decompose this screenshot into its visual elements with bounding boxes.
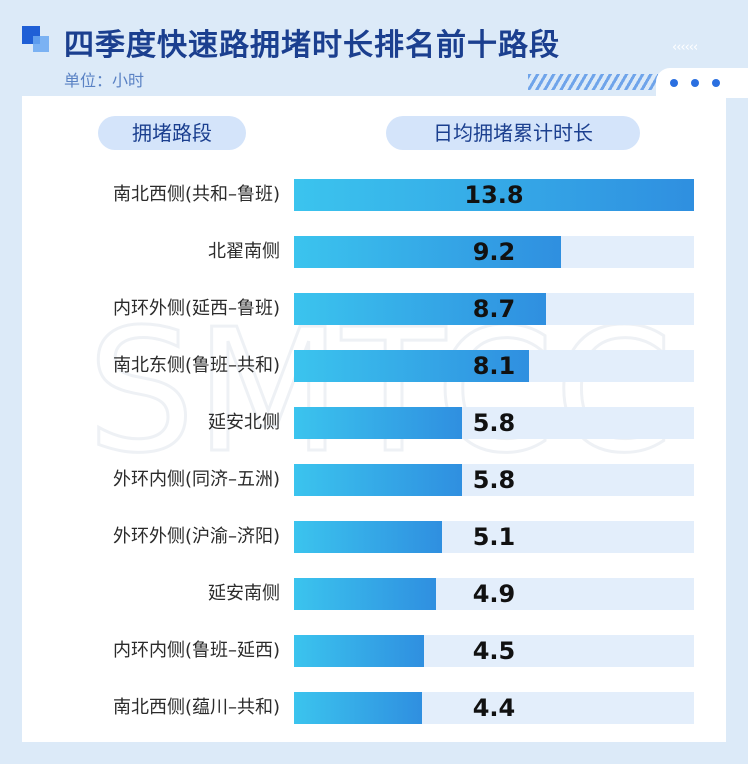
bar xyxy=(294,293,546,325)
stripe-decoration xyxy=(528,74,658,90)
bar-value-label: 13.8 xyxy=(464,181,524,209)
bar-value-label: 5.8 xyxy=(472,466,516,494)
bar-value-label: 4.9 xyxy=(472,580,516,608)
column-header-segment: 拥堵路段 xyxy=(98,116,246,150)
bar-label: 外环内侧(同济–五洲) xyxy=(112,469,280,490)
dot-icon xyxy=(670,79,678,87)
bar xyxy=(294,692,422,724)
bar xyxy=(294,179,694,211)
chart-title: 四季度快速路拥堵时长排名前十路段 xyxy=(64,28,560,63)
bar xyxy=(294,407,462,439)
bar-label: 外环外侧(沪渝–济阳) xyxy=(112,526,280,547)
bar-label: 内环外侧(延西–鲁班) xyxy=(112,298,280,319)
bar xyxy=(294,521,442,553)
bar xyxy=(294,578,436,610)
dots-decoration xyxy=(656,68,748,98)
unit-label: 单位：小时 xyxy=(64,71,145,90)
bar xyxy=(294,635,424,667)
bar-value-label: 8.7 xyxy=(472,295,516,323)
bar-value-label: 4.4 xyxy=(472,694,516,722)
bar xyxy=(294,236,561,268)
bar xyxy=(294,464,462,496)
bar-label: 南北西侧(蕴川–共和) xyxy=(112,697,280,718)
bar-value-label: 5.1 xyxy=(472,523,516,551)
bar xyxy=(294,350,529,382)
bar-label: 内环内侧(鲁班–延西) xyxy=(112,640,280,661)
dot-icon xyxy=(712,79,720,87)
chart-header: 四季度快速路拥堵时长排名前十路段 单位：小时 ‹‹‹‹‹‹ xyxy=(0,0,748,98)
bar-label: 延安北侧 xyxy=(208,412,280,433)
bar-label: 南北东侧(鲁班–共和) xyxy=(112,355,280,376)
bar-value-label: 4.5 xyxy=(472,637,516,665)
bar-value-label: 9.2 xyxy=(472,238,516,266)
chevron-decoration-icon: ‹‹‹‹‹‹ xyxy=(672,40,698,55)
bar-label: 南北西侧(共和–鲁班) xyxy=(112,184,280,205)
bar-label: 北翟南侧 xyxy=(208,241,280,262)
bar-label: 延安南侧 xyxy=(208,583,280,604)
dot-icon xyxy=(691,79,699,87)
logo-square-accent-icon xyxy=(33,36,49,52)
bar-value-label: 8.1 xyxy=(472,352,516,380)
column-header-duration: 日均拥堵累计时长 xyxy=(386,116,640,150)
bar-value-label: 5.8 xyxy=(472,409,516,437)
